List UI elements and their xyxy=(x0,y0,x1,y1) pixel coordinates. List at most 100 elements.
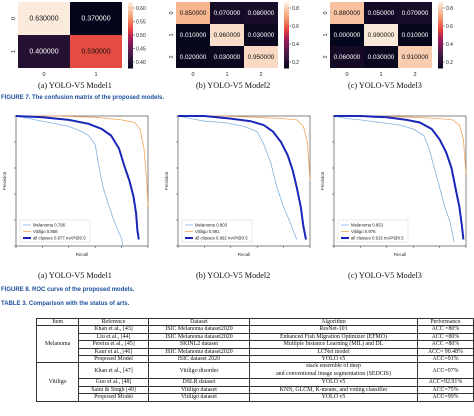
colorbar-segment xyxy=(284,50,289,54)
legend-entry: Vitiligo 0.976 xyxy=(351,229,376,234)
matrix-cell xyxy=(176,2,210,24)
x-tick-label: 0 xyxy=(191,72,194,78)
plot-frame xyxy=(333,115,467,247)
table3-caption: TABLE 3. Comparison with the status of a… xyxy=(1,301,129,307)
y-axis-label: Precision xyxy=(320,171,325,190)
y-tick-label: 0 xyxy=(169,11,175,14)
table-row: Liu et al., [44] ISIC Melanoma dataset202… xyxy=(37,332,474,342)
matrix-cell xyxy=(398,2,432,24)
performance-cell: ACC= 90.48% xyxy=(416,347,474,357)
colorbar-segment xyxy=(284,26,289,29)
colorbar-segment xyxy=(128,37,133,40)
colorbar-segment xyxy=(438,32,443,36)
x-tick-label: 0 xyxy=(345,72,348,78)
matrix-cell-value: 0.010000 xyxy=(402,32,429,39)
dataset-cell: DSLR dataset xyxy=(147,378,251,387)
table-row: Vitiligo Khan et al., [47] Vitiligo disord… xyxy=(35,362,474,402)
colorbar-segment xyxy=(284,54,289,58)
roc-caption-c: (c) YOLO-V5 Model3 xyxy=(348,271,422,280)
matrix-cell-value: 0.400000 xyxy=(29,49,58,56)
matrix-cell-value: 0.070000 xyxy=(214,10,241,17)
confusion-caption-b: (b) YOLO-V5 Model2 xyxy=(196,81,271,90)
performance-cell: ACC =80% xyxy=(416,332,474,342)
y-tick-label: 2 xyxy=(169,55,175,58)
table-row: Kaur et al., [46] ISIC Melanoma dataset20… xyxy=(37,347,474,357)
legend-entry: Melanoma 0.853 xyxy=(351,223,384,228)
performance-cell: ACC=99% xyxy=(416,393,474,402)
matrix-cell-value: 0.960000 xyxy=(214,32,241,39)
x-tick-label: 2 xyxy=(413,72,416,78)
figure7-label: FIGURE 7. xyxy=(1,95,31,101)
colorbar-segment xyxy=(128,46,133,49)
colorbar-segment xyxy=(284,37,289,40)
dataset-cell: SKINL2 dataset xyxy=(147,340,251,349)
matrix-cell xyxy=(330,24,364,46)
colorbar-segment xyxy=(128,43,133,47)
colorbar-segment xyxy=(128,26,133,29)
colorbar-tick-label: 0.50 xyxy=(136,33,146,39)
colorbar-segment xyxy=(128,15,133,18)
colorbar-segment xyxy=(438,30,443,34)
colorbar-segment xyxy=(284,63,289,67)
colorbar-segment xyxy=(438,4,443,7)
legend-entry: all classes 0.915 mAP@0.5 xyxy=(351,236,404,241)
vitiligo-curve xyxy=(178,115,311,182)
colorbar-segment xyxy=(128,13,133,16)
table-header-row: Item Reference Dataset Algorithm Perform… xyxy=(35,317,474,327)
colorbar-segment xyxy=(128,17,133,21)
colorbar-segment xyxy=(284,48,289,51)
colorbar-segment xyxy=(284,8,289,12)
colorbar-segment xyxy=(438,24,443,27)
matrix-cell xyxy=(244,24,278,46)
colorbar-segment xyxy=(128,2,133,5)
colorbar-segment xyxy=(438,13,443,16)
table-row: Guo et al., [48] DSLR dataset YOLO v5 ACC=9… xyxy=(37,378,474,387)
colorbar-segment xyxy=(438,57,443,60)
colorbar-segment xyxy=(438,8,443,12)
y-tick-label: 0 xyxy=(323,11,329,14)
colorbar-segment xyxy=(438,15,443,18)
matrix-cell xyxy=(244,46,278,68)
matrix-cell xyxy=(244,2,278,24)
colorbar-tick-label: 0.8 xyxy=(292,6,299,12)
colorbar-segment xyxy=(128,8,133,12)
dataset-cell: Vitiligo dataset xyxy=(147,393,251,402)
matrix-cell-value: 0.080000 xyxy=(248,10,275,17)
figure7-text: The confusion matrix of the proposed mod… xyxy=(32,95,165,101)
colorbar-segment xyxy=(284,28,289,32)
colorbar-segment xyxy=(284,17,289,21)
matrix-cell xyxy=(176,46,210,68)
reference-cell: Kaur et al., [46] xyxy=(78,347,149,357)
matrix-cell-value: 0.530000 xyxy=(81,49,110,56)
x-axis-label: Recall xyxy=(238,252,251,257)
colorbar-segment xyxy=(128,41,133,45)
colorbar-tick-label: 0.6 xyxy=(446,24,453,30)
matrix-cell-value: 0.030000 xyxy=(248,32,275,39)
colorbar-segment xyxy=(438,10,443,14)
header-algorithm: Algorithm xyxy=(249,317,418,327)
algorithm-cell: Enhanced Fish Migration Optimizer (EFMO) xyxy=(249,332,418,342)
reference-cell: Liu et al., [44] xyxy=(78,332,149,342)
colorbar-segment xyxy=(128,61,133,65)
colorbar-segment xyxy=(438,2,443,5)
matrix-cell xyxy=(364,2,398,24)
matrix-cell-value: 0.000000 xyxy=(334,32,361,39)
colorbar-segment xyxy=(128,35,133,38)
matrix-cell xyxy=(210,2,244,24)
colorbar-segment xyxy=(128,28,133,32)
matrix-cell xyxy=(330,2,364,24)
performance-cell: ACC=75% xyxy=(416,385,474,395)
legend-box xyxy=(19,219,91,243)
matrix-cell xyxy=(210,24,244,46)
performance-cell: ACC =80% xyxy=(416,340,474,349)
confusion-matrix-b: 0.850000 0.070000 0.080000 0.010000 0.960000… xyxy=(169,2,299,78)
table-row: Melanoma Khan et al., [43] ISIC Melanoma d… xyxy=(35,325,474,364)
colorbar-tick-label: 0.2 xyxy=(292,60,299,66)
reference-cell: Khan et al., [47] xyxy=(78,362,149,380)
confusion-panel-a: 0.630000 0.370000 0.400000 0.530000 0 1 0 1 0.60… xyxy=(0,0,150,78)
roc-caption-a: (a) YOLO-V5 Model1 xyxy=(38,271,112,280)
colorbar-segment xyxy=(284,43,289,47)
legend-box xyxy=(181,219,253,243)
colorbar-segment xyxy=(438,63,443,67)
